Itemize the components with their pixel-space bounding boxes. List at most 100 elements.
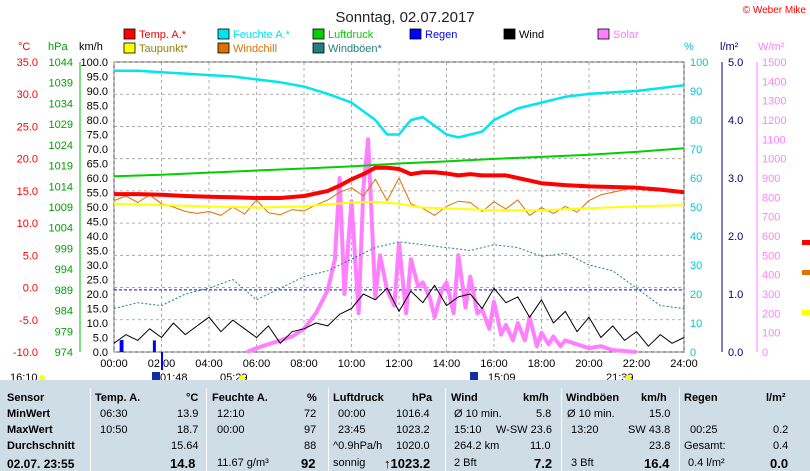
x-tick-label: 10:00: [338, 358, 366, 370]
wind-tick-label: 5.0: [93, 333, 108, 345]
temp-tick-label: 20.0: [17, 154, 38, 166]
min-boen-label: Ø 10 min.: [567, 408, 615, 420]
min-luft-time: 00:00: [338, 408, 366, 420]
credit-label: © Weber Mike: [743, 5, 807, 16]
legend-label: Temp. A.*: [139, 29, 187, 41]
th-regen: Regen: [684, 392, 718, 404]
humidity-tick-label: 100: [690, 57, 708, 69]
max-feuchte-val: 97: [304, 424, 317, 436]
temp-tick-label: 30.0: [17, 89, 38, 101]
pressure-tick-label: 1024: [49, 140, 73, 152]
cur-regen-val: 0.0: [770, 456, 789, 471]
solar-tick-label: 200: [762, 308, 780, 320]
rain-tick-label: 5.0: [728, 57, 743, 69]
x-tick-label: 08:00: [290, 358, 318, 370]
humidity-tick-label: 50: [690, 202, 702, 214]
legend-label: Windböen*: [328, 43, 383, 55]
th-wind-unit: km/h: [523, 392, 549, 404]
min-boen-val: 15.0: [649, 408, 671, 420]
rain-tick-label: 1.0: [728, 289, 743, 301]
th-windboen-unit: km/h: [641, 392, 667, 404]
table-divider: [561, 388, 562, 471]
wind-series-line: [113, 284, 685, 347]
max-regen-time: 00:25: [690, 424, 718, 436]
chart-title: Sonntag, 02.07.2017: [335, 9, 474, 26]
wind-tick-label: 70.0: [87, 144, 108, 156]
feuchte-series-line: [114, 69, 685, 139]
humidity-tick-label: 40: [690, 231, 702, 243]
temp-tick-label: 25.0: [17, 121, 38, 133]
pressure-tick-label: 1029: [49, 119, 73, 131]
solar-tick-label: 900: [762, 173, 780, 185]
moon-marker-icon: [152, 372, 160, 380]
legend-label: Luftdruck: [328, 29, 374, 41]
pressure-tick-label: 1009: [49, 202, 73, 214]
kmh-unit-label: km/h: [79, 41, 103, 53]
luftdruck-series-line: [113, 147, 685, 178]
legend-label: Wind: [519, 29, 544, 41]
wind-tick-label: 25.0: [87, 275, 108, 287]
pressure-tick-label: 1004: [49, 223, 73, 235]
wind-tick-label: 60.0: [87, 173, 108, 185]
pressure-tick-label: 1019: [49, 161, 73, 173]
min-temp-time: 06:30: [100, 408, 128, 420]
x-tick-label: 24:00: [670, 358, 698, 370]
windchill-series-line: [113, 177, 685, 216]
avg-wind-val: 11.0: [530, 440, 551, 452]
max-wind-dir: W-SW 23.6: [496, 424, 553, 436]
solar-tick-label: 100: [762, 328, 780, 340]
rain-tick-label: 3.0: [728, 173, 743, 185]
solar-tick-label: 0: [762, 347, 768, 359]
cur-feuchte-label: 11.67 g/m³: [217, 457, 269, 469]
solar-tick-label: 400: [762, 270, 780, 282]
wind-tick-label: 90.0: [87, 86, 108, 98]
min-wind-label: Ø 10 min.: [454, 408, 502, 420]
hpa-unit-label: hPa: [48, 41, 68, 53]
solar-tick-label: 1500: [762, 57, 786, 69]
wind-tick-label: 80.0: [87, 115, 108, 127]
humidity-tick-label: 80: [690, 115, 702, 127]
avg-luft-val: 1020.0: [396, 440, 430, 452]
temp-tick-label: 10.0: [17, 218, 38, 230]
wind-tick-label: 75.0: [87, 130, 108, 142]
cur-luft-label: sonnig: [333, 457, 366, 469]
solar-tick-label: 600: [762, 231, 780, 243]
max-luft-time: 23:45: [338, 424, 366, 436]
pressure-tick-label: 1034: [49, 98, 73, 110]
temp-series-line: [114, 165, 685, 200]
x-tick-label: 16:00: [480, 358, 508, 370]
avg-feuchte-val: 88: [304, 440, 317, 452]
th-regen-unit: l/m²: [766, 392, 786, 404]
sun-marker-icon: [239, 375, 245, 381]
avg-regen-label: Gesamt:: [684, 440, 726, 452]
temp-tick-label: 5.0: [23, 250, 38, 262]
x-tick-label: 22:00: [623, 358, 651, 370]
table-divider: [90, 388, 91, 471]
max-regen-val: 0.2: [773, 424, 789, 436]
humidity-tick-label: 20: [690, 289, 702, 301]
humidity-tick-label: 10: [690, 318, 702, 330]
solar-tick-label: 1000: [762, 154, 786, 166]
solar-tick-label: 700: [762, 212, 780, 224]
wind-tick-label: 35.0: [87, 246, 108, 258]
solar-tick-label: 800: [762, 192, 780, 204]
row-avg-label: Durchschnitt: [7, 440, 75, 452]
rain-tick-label: 2.0: [728, 231, 743, 243]
table-divider: [445, 388, 446, 471]
solar-unit-label: W/m²: [758, 41, 785, 53]
pressure-tick-label: 994: [55, 264, 73, 276]
avg-regen-val: 0.4: [773, 440, 789, 452]
edge-indicator: [802, 270, 810, 275]
th-temp-unit: °C: [186, 392, 199, 404]
pressure-tick-label: 984: [55, 306, 73, 318]
row-min-label: MinWert: [7, 408, 51, 420]
cur-wind-val: 7.2: [534, 456, 553, 471]
avg-luft-label: ^0.9hPa/h: [333, 440, 383, 452]
legend-swatch: [597, 28, 610, 40]
x-tick-label: 12:00: [385, 358, 413, 370]
legend-swatch: [312, 28, 325, 40]
th-windboen: Windböen: [566, 392, 620, 404]
solar-tick-label: 300: [762, 289, 780, 301]
table-divider: [328, 388, 329, 471]
solar-tick-label: 1100: [762, 134, 786, 146]
